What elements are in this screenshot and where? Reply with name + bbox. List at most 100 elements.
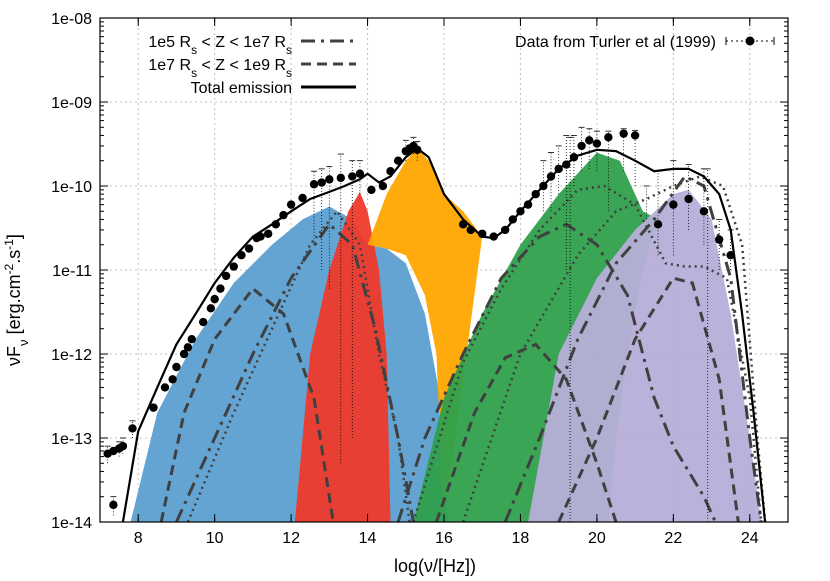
component-curves: [159, 174, 767, 523]
data-point: [149, 403, 158, 412]
data-point: [577, 141, 586, 151]
data-point: [715, 235, 724, 244]
data-point: [187, 335, 196, 344]
legend-right: Data from Turler et al (1999): [515, 34, 775, 51]
data-point: [699, 207, 709, 216]
data-point: [244, 244, 254, 253]
data-point: [619, 129, 628, 138]
total-emission-line: [121, 147, 767, 523]
axis-ticks: 8 10 12 14 16 18 20 22 24 1e-14 1e-13 1e-12 1e-11 1e-…: [51, 11, 788, 547]
legend-label: 1e5 Rs < Z < 1e7 Rs: [148, 34, 292, 57]
data-point: [216, 284, 225, 293]
data-point: [500, 225, 510, 235]
x-axis-title: log(ν/[Hz]): [394, 556, 476, 576]
data-point: [562, 160, 571, 169]
y-tick-label: 1e-10: [51, 179, 92, 196]
x-tick-label: 20: [588, 530, 606, 547]
x-tick-label: 10: [206, 530, 224, 547]
data-point: [237, 251, 246, 260]
component-curve: [461, 175, 767, 523]
data-point: [221, 271, 231, 281]
legend-label: Data from Turler et al (1999): [515, 34, 716, 51]
data-point: [118, 441, 128, 451]
data-point: [523, 200, 533, 209]
data-point: [168, 375, 177, 384]
x-tick-label: 12: [282, 530, 300, 547]
component-curve: [557, 276, 740, 523]
data-point: [210, 294, 219, 304]
data-point: [554, 164, 563, 174]
data-point: [199, 317, 208, 327]
data-point: [569, 153, 579, 162]
y-tick-label: 1e-14: [51, 515, 92, 532]
component-curve: [434, 342, 618, 523]
data-point: [516, 207, 525, 216]
x-tick-label: 14: [359, 530, 377, 547]
x-tick-label: 18: [512, 530, 530, 547]
data-point: [355, 169, 365, 178]
data-point: [309, 180, 319, 189]
data-point: [367, 185, 376, 195]
data-point: [263, 229, 273, 238]
x-tick-label: 24: [741, 530, 759, 547]
y-tick-label: 1e-11: [52, 263, 92, 280]
data-point: [109, 500, 118, 510]
filled-component: [528, 189, 762, 523]
y-axis-title: νFν [erg.cm-2.s-1]: [2, 234, 31, 366]
y-tick-label: 1e-09: [51, 95, 92, 112]
data-point: [393, 156, 403, 165]
data-point: [286, 200, 296, 209]
data-point: [336, 173, 345, 183]
data-point: [160, 383, 170, 392]
data-point: [386, 167, 395, 176]
x-tick-label: 8: [134, 530, 143, 547]
data-point: [128, 424, 137, 433]
data-point: [348, 172, 357, 181]
data-points: [103, 129, 735, 510]
legend-label: 1e7 Rs < Z < 1e9 Rs: [148, 57, 292, 80]
data-point: [669, 200, 678, 209]
data-point: [508, 215, 517, 224]
data-point: [478, 229, 487, 238]
data-point: [229, 262, 238, 271]
data-point: [458, 220, 468, 229]
filled-component: [294, 191, 391, 522]
component-curve: [412, 184, 763, 523]
data-point: [413, 145, 422, 154]
data-point: [604, 133, 613, 142]
data-point: [585, 136, 594, 145]
data-point: [298, 193, 307, 203]
data-point: [466, 225, 475, 235]
data-point: [546, 172, 556, 181]
data-point: [489, 232, 498, 241]
component-curve: [503, 174, 763, 523]
data-point: [256, 232, 265, 241]
data-point: [183, 343, 193, 352]
data-point: [378, 181, 388, 191]
y-tick-label: 1e-12: [51, 347, 92, 364]
component-curve: [396, 222, 717, 523]
data-point: [592, 139, 602, 148]
data-point: [653, 220, 663, 229]
y-tick-label: 1e-08: [51, 11, 92, 28]
total-emission-curve: [121, 147, 767, 523]
data-point: [726, 251, 735, 260]
data-point: [539, 181, 548, 191]
data-point: [684, 194, 693, 204]
data-point: [206, 304, 216, 313]
legend-swatch-point: [745, 36, 755, 46]
data-point: [630, 131, 640, 140]
x-tick-label: 22: [664, 530, 682, 547]
data-point: [325, 175, 334, 184]
x-tick-label: 16: [435, 530, 453, 547]
y-tick-label: 1e-13: [51, 431, 92, 448]
data-point: [531, 189, 540, 199]
data-point: [271, 220, 281, 229]
data-point: [317, 178, 326, 187]
legend-label: Total emission: [191, 80, 292, 97]
data-point: [179, 349, 189, 359]
data-point: [172, 362, 181, 372]
data-point: [279, 210, 288, 220]
